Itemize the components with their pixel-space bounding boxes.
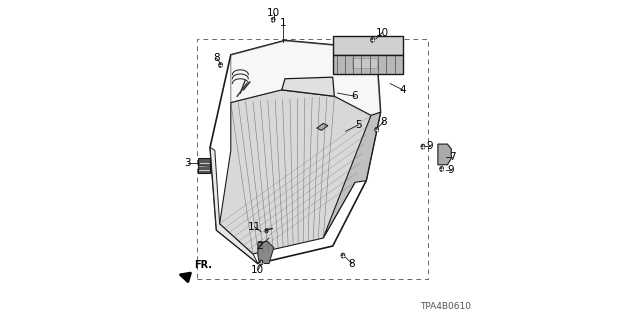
Bar <box>352 58 378 68</box>
Text: 8: 8 <box>349 259 355 268</box>
Text: 9: 9 <box>447 164 454 174</box>
Bar <box>197 39 428 279</box>
Ellipse shape <box>374 127 379 132</box>
Ellipse shape <box>371 37 374 43</box>
Polygon shape <box>258 241 274 264</box>
Text: 8: 8 <box>213 53 220 63</box>
Text: 6: 6 <box>352 91 358 101</box>
Polygon shape <box>438 144 451 165</box>
Ellipse shape <box>271 17 275 22</box>
Text: 8: 8 <box>380 117 387 127</box>
Text: 10: 10 <box>268 8 280 19</box>
Text: 7: 7 <box>449 152 456 162</box>
Text: 4: 4 <box>399 85 406 95</box>
Polygon shape <box>333 55 403 74</box>
Polygon shape <box>323 112 381 238</box>
Ellipse shape <box>259 260 263 265</box>
Polygon shape <box>210 147 258 264</box>
Ellipse shape <box>341 253 345 258</box>
Text: 11: 11 <box>248 222 261 232</box>
Ellipse shape <box>219 62 223 68</box>
Text: 10: 10 <box>376 28 388 37</box>
Text: FR.: FR. <box>194 260 212 270</box>
Polygon shape <box>333 36 403 55</box>
Bar <box>198 158 211 173</box>
Polygon shape <box>220 90 371 254</box>
Text: 1: 1 <box>280 18 287 28</box>
Text: TPA4B0610: TPA4B0610 <box>420 302 471 311</box>
Ellipse shape <box>421 144 425 149</box>
Polygon shape <box>282 77 334 96</box>
Polygon shape <box>231 41 381 116</box>
Ellipse shape <box>440 166 444 172</box>
Text: 5: 5 <box>355 120 362 130</box>
Polygon shape <box>317 123 328 130</box>
Text: 3: 3 <box>184 158 191 168</box>
Text: 2: 2 <box>256 241 263 251</box>
Text: 10: 10 <box>252 265 264 275</box>
Ellipse shape <box>265 228 268 233</box>
Text: 9: 9 <box>427 141 433 151</box>
